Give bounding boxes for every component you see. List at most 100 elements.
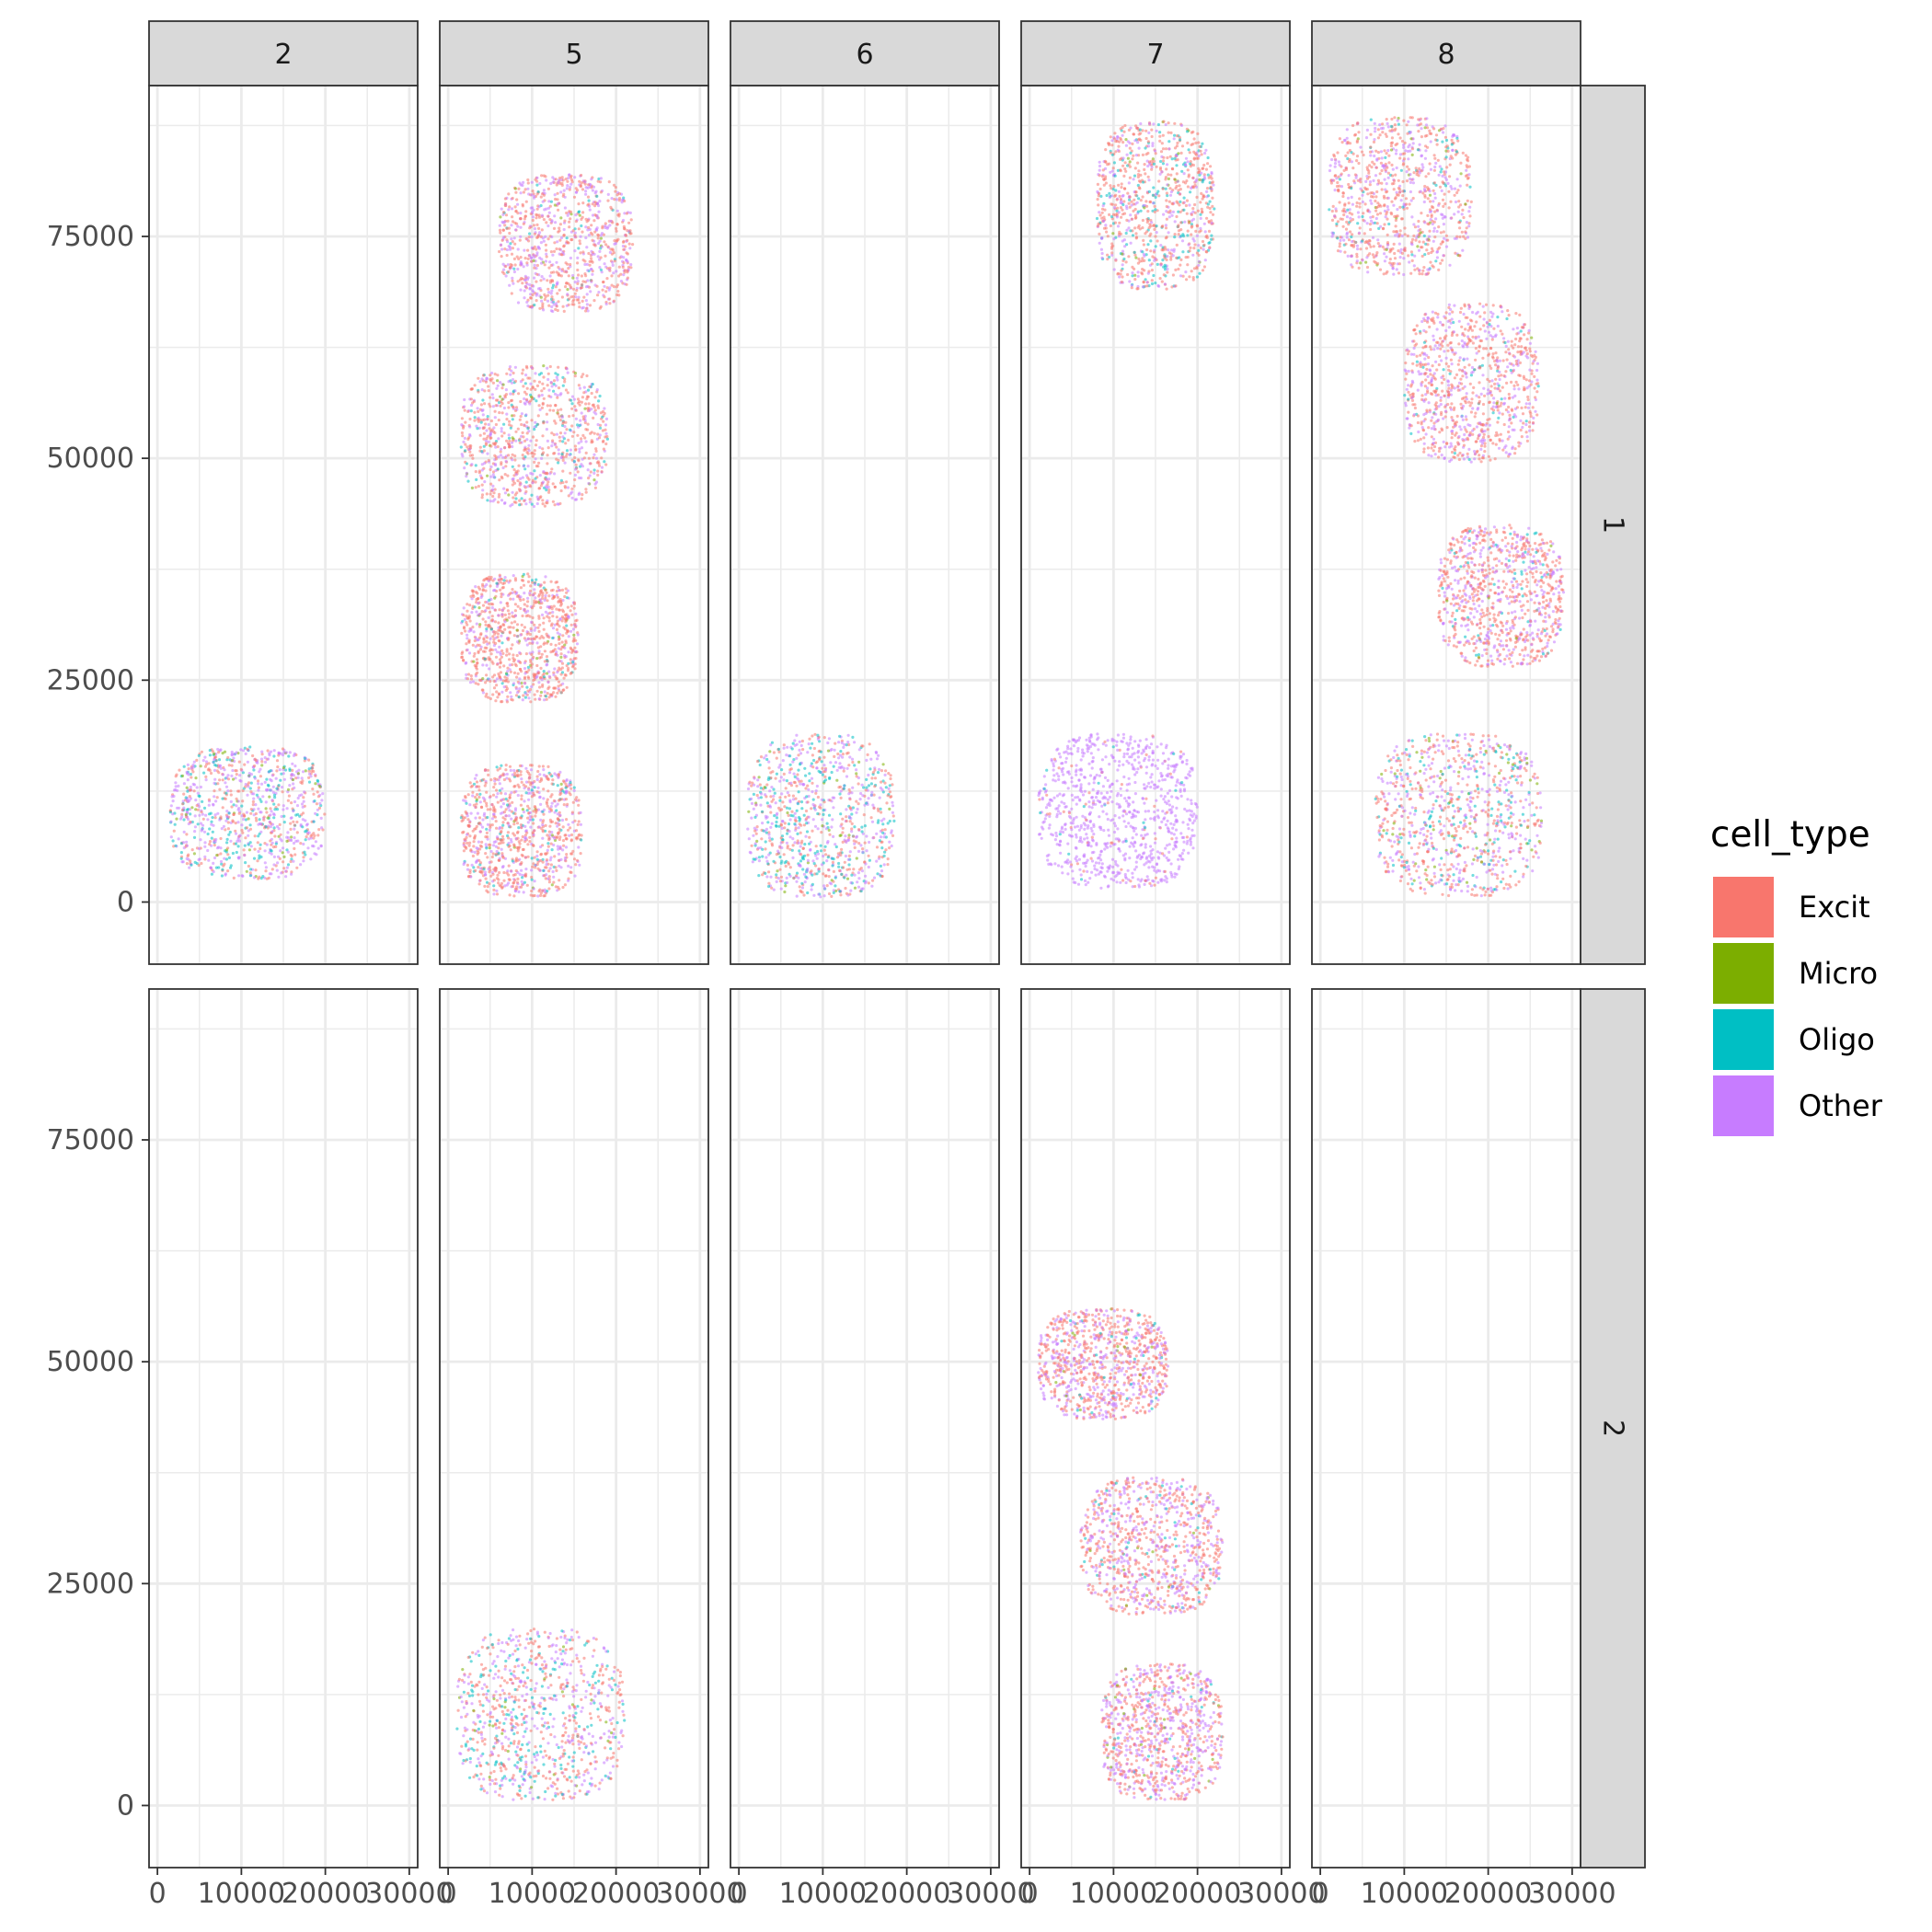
cell-point-excit <box>523 439 527 443</box>
cell-point-other <box>767 836 772 840</box>
cell-point-excit <box>522 583 526 587</box>
cell-point-oligo <box>258 857 261 860</box>
cell-point-excit <box>578 242 582 246</box>
cell-point-other <box>549 181 553 186</box>
cell-point-other <box>795 756 799 760</box>
cell-point-excit <box>505 650 509 653</box>
cell-point-other <box>490 371 494 375</box>
cell-point-other <box>529 206 533 210</box>
cell-point-other <box>561 250 565 254</box>
cell-point-other <box>306 846 310 850</box>
cell-point-oligo <box>778 799 782 802</box>
cell-point-other <box>473 850 477 855</box>
cell-point-other <box>277 875 281 879</box>
cell-point-oligo <box>565 596 569 600</box>
cell-point-oligo <box>481 398 485 402</box>
cell-point-other <box>522 265 525 269</box>
cell-point-excit <box>227 764 231 767</box>
cell-point-excit <box>522 847 525 852</box>
cell-point-other <box>174 785 178 788</box>
cell-point-other <box>241 874 245 879</box>
cell-point-other <box>494 648 498 651</box>
cell-point-other <box>597 241 601 246</box>
facet-panel-row1-col5 <box>439 85 709 965</box>
cell-point-other <box>268 851 271 855</box>
cell-point-excit <box>533 449 536 453</box>
cell-point-excit <box>511 884 515 889</box>
cell-point-excit <box>254 811 258 816</box>
cell-point-oligo <box>533 303 536 307</box>
cell-point-other <box>221 773 225 776</box>
cell-point-other <box>532 504 536 509</box>
cell-point-excit <box>468 417 472 421</box>
cell-point-excit <box>292 820 295 823</box>
cell-point-excit <box>623 227 627 231</box>
cell-point-oligo <box>808 779 811 783</box>
cell-point-excit <box>606 245 610 248</box>
cell-point-other <box>878 796 881 799</box>
cell-point-excit <box>536 867 540 870</box>
cell-point-excit <box>235 797 238 800</box>
cell-point-other <box>189 797 192 800</box>
cell-point-excit <box>554 404 558 408</box>
cell-point-other <box>507 245 511 248</box>
cell-point-excit <box>203 857 207 861</box>
cell-point-other <box>621 244 626 248</box>
cell-point-excit <box>539 605 543 610</box>
cell-point-excit <box>492 805 496 809</box>
cell-point-other <box>500 866 505 869</box>
cell-point-excit <box>581 433 585 437</box>
cell-point-other <box>246 760 249 764</box>
cell-point-micro <box>478 623 482 627</box>
cell-point-excit <box>208 768 212 773</box>
cell-point-excit <box>477 643 481 648</box>
cell-point-other <box>505 412 509 416</box>
cell-point-other <box>295 804 300 808</box>
cell-point-excit <box>482 431 487 435</box>
cell-point-oligo <box>785 806 789 810</box>
cell-point-oligo <box>816 811 820 816</box>
cell-point-other <box>496 384 500 387</box>
cell-point-other <box>491 484 495 489</box>
cell-point-excit <box>545 866 548 869</box>
cell-point-excit <box>254 868 258 872</box>
cell-point-other <box>548 260 552 264</box>
cell-point-other <box>554 221 558 224</box>
cell-point-excit <box>562 676 566 680</box>
cell-point-excit <box>475 658 479 661</box>
cell-point-oligo <box>577 210 581 214</box>
cell-point-excit <box>474 805 477 810</box>
cell-point-excit <box>489 492 492 496</box>
cell-point-other <box>504 388 509 392</box>
cell-point-other <box>558 267 561 271</box>
cell-point-oligo <box>231 851 235 856</box>
cell-point-excit <box>522 190 526 194</box>
cell-point-excit <box>576 282 580 285</box>
cell-point-other <box>567 177 570 180</box>
cell-point-other <box>584 236 588 240</box>
cell-point-other <box>844 854 848 858</box>
cell-point-other <box>867 773 870 777</box>
cell-point-other <box>887 787 891 791</box>
cell-point-excit <box>518 842 522 845</box>
cell-point-oligo <box>788 763 792 766</box>
cell-point-excit <box>554 885 558 889</box>
cell-point-excit <box>264 869 268 873</box>
cell-point-excit <box>500 834 505 838</box>
cell-point-excit <box>500 402 504 406</box>
cell-point-oligo <box>591 383 594 386</box>
cell-point-micro <box>291 777 295 782</box>
cell-point-other <box>765 875 769 879</box>
cell-point-other <box>557 852 561 856</box>
cell-point-excit <box>530 875 534 880</box>
cell-point-other <box>204 778 208 782</box>
cell-point-other <box>822 854 825 858</box>
cell-point-excit <box>501 630 505 635</box>
cell-point-excit <box>520 826 523 830</box>
cell-point-excit <box>568 414 571 419</box>
cell-point-other <box>495 835 500 839</box>
cell-point-excit <box>262 815 266 819</box>
cell-point-excit <box>270 868 274 871</box>
cell-point-excit <box>234 822 237 825</box>
cell-point-excit <box>595 284 599 288</box>
